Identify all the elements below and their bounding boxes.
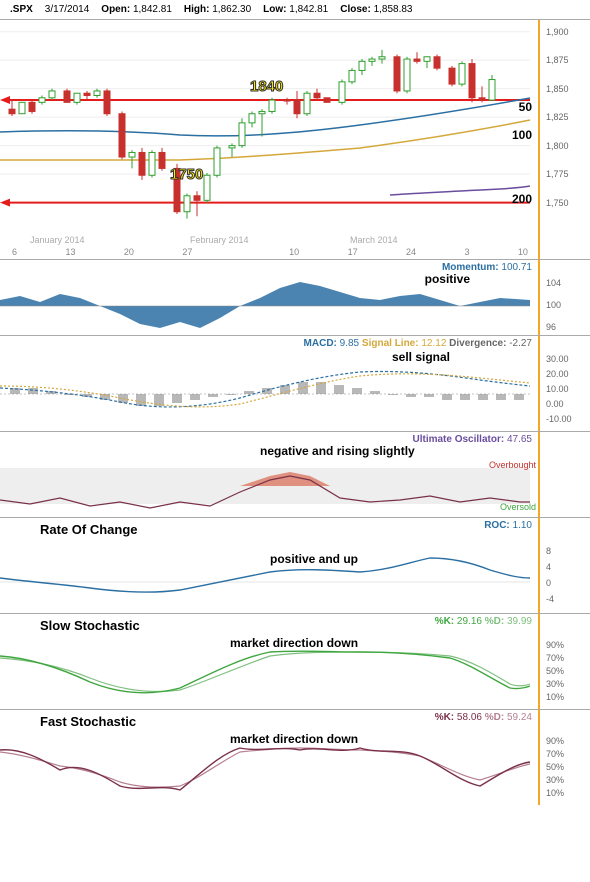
roc-label: ROC: <box>484 520 510 531</box>
uo-value: 47.65 <box>507 434 532 445</box>
overbought-label: Overbought <box>489 460 536 470</box>
support-1840: 1840 <box>250 78 283 95</box>
support-1750: 1750 <box>170 166 203 183</box>
signal-value: 12.12 <box>421 338 446 349</box>
high-value: 1,862.30 <box>212 4 251 15</box>
fast-stoch-title: Fast Stochastic <box>40 714 136 729</box>
macd-value: 9.85 <box>340 338 359 349</box>
d-value: 39.99 <box>507 616 532 627</box>
divergence-label: Divergence: <box>449 338 506 349</box>
fast-stoch-panel: Fast Stochastic %K: 58.06 %D: 59.24 mark… <box>0 709 590 805</box>
roc-panel: Rate Of Change ROC: 1.10 positive and up… <box>0 517 590 613</box>
k-value: 58.06 <box>457 712 482 723</box>
close-value: 1,858.83 <box>374 4 413 15</box>
price-y-axis: 1,9001,8751,8501,8251,8001,7751,750 <box>540 20 588 210</box>
macd-chart <box>0 350 540 426</box>
d-value: 59.24 <box>507 712 532 723</box>
slow-stoch-indicator: %K: 29.16 %D: 39.99 <box>435 616 532 627</box>
ohlc-header: .SPX 3/17/2014 Open: 1,842.81 High: 1,86… <box>0 0 590 19</box>
momentum-y-axis: 10410096 <box>540 270 588 336</box>
oversold-label: Oversold <box>500 502 536 512</box>
k-label: %K: <box>435 712 454 723</box>
macd-annotation: sell signal <box>392 350 450 364</box>
d-label: %D: <box>485 712 504 723</box>
roc-annotation: positive and up <box>270 552 358 566</box>
momentum-value: 100.71 <box>501 262 532 273</box>
uo-panel: Ultimate Oscillator: 47.65 negative and … <box>0 431 590 517</box>
cursor-marker <box>538 432 540 517</box>
open-label: Open: <box>101 4 130 15</box>
fast-stoch-indicator: %K: 58.06 %D: 59.24 <box>435 712 532 723</box>
price-chart-panel: 1840 1750 50 100 200 1,9001,8751,8501,82… <box>0 19 590 259</box>
symbol: .SPX <box>10 4 33 15</box>
ma200-label: 200 <box>512 192 532 206</box>
open-value: 1,842.81 <box>133 4 172 15</box>
momentum-annotation: positive <box>425 272 470 286</box>
slow-stoch-title: Slow Stochastic <box>40 618 140 633</box>
price-chart <box>0 20 540 230</box>
slow-stoch-annotation: market direction down <box>230 636 358 650</box>
macd-y-axis: 30.0020.0010.000.00-10.00 <box>540 350 588 426</box>
slow-stoch-y-axis: 90%70%50%30%10% <box>540 638 588 704</box>
momentum-panel: Momentum: 100.71 positive 10410096 <box>0 259 590 335</box>
high-label: High: <box>184 4 210 15</box>
macd-label: MACD: <box>304 338 337 349</box>
uo-annotation: negative and rising slightly <box>260 444 415 458</box>
fast-stoch-annotation: market direction down <box>230 732 358 746</box>
uo-indicator: Ultimate Oscillator: 47.65 <box>412 434 532 445</box>
uo-chart <box>0 458 540 514</box>
k-label: %K: <box>435 616 454 627</box>
roc-title: Rate Of Change <box>40 522 138 537</box>
fast-stoch-y-axis: 90%70%50%30%10% <box>540 734 588 800</box>
low-value: 1,842.81 <box>289 4 328 15</box>
roc-value: 1.10 <box>513 520 532 531</box>
macd-panel: MACD: 9.85 Signal Line: 12.12 Divergence… <box>0 335 590 431</box>
close-label: Close: <box>340 4 371 15</box>
ma50-label: 50 <box>519 100 532 114</box>
price-x-axis: 6132027101724310 <box>0 247 540 257</box>
ma100-label: 100 <box>512 128 532 142</box>
roc-y-axis: 840-4 <box>540 542 588 608</box>
uo-label: Ultimate Oscillator: <box>412 434 504 445</box>
signal-label: Signal Line: <box>362 338 419 349</box>
d-label: %D: <box>485 616 504 627</box>
macd-indicator: MACD: 9.85 Signal Line: 12.12 Divergence… <box>304 338 532 349</box>
slow-stoch-panel: Slow Stochastic %K: 29.16 %D: 39.99 mark… <box>0 613 590 709</box>
roc-indicator: ROC: 1.10 <box>484 520 532 531</box>
divergence-value: -2.27 <box>509 338 532 349</box>
date: 3/17/2014 <box>45 4 90 15</box>
k-value: 29.16 <box>457 616 482 627</box>
low-label: Low: <box>263 4 286 15</box>
